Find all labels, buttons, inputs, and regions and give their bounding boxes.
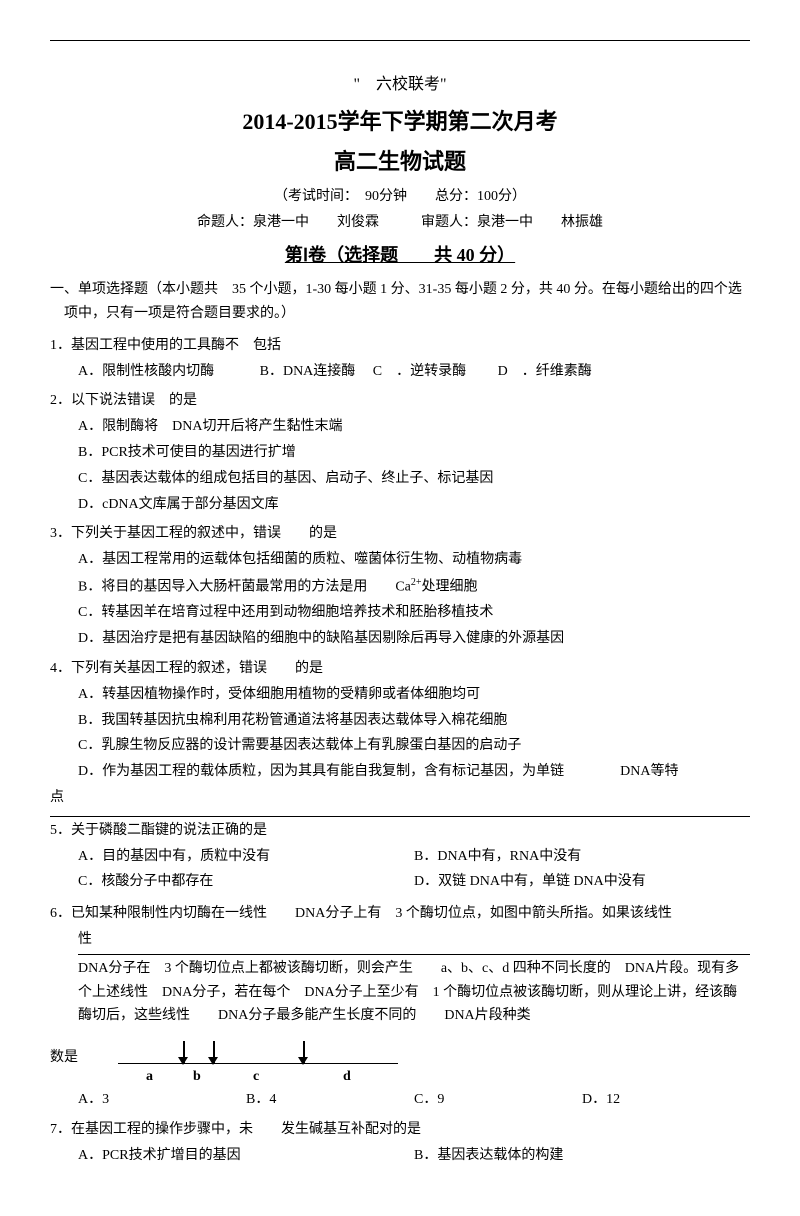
q6-opt-b: B．4 (246, 1088, 414, 1112)
q3-opt-d: D．基因治疗是把有基因缺陷的细胞中的缺陷基因剔除后再导入健康的外源基因 (78, 627, 750, 651)
q6-sub: 性 (50, 928, 750, 952)
ca-superscript: 2+ (411, 577, 422, 588)
divider-5 (50, 816, 750, 817)
q3-opt-b-post: 处理细胞 (422, 580, 478, 595)
q1-opt-c: C ．逆转录酶 (373, 364, 466, 379)
label-c: c (253, 1065, 259, 1089)
q5-text: 5．关于磷酸二酯键的说法正确的是 (50, 819, 750, 843)
q3-text: 3．下列关于基因工程的叙述中，错误 的是 (50, 522, 750, 546)
q5-opt-c: C．核酸分子中都存在 (78, 870, 414, 894)
q3-options: A．基因工程常用的运载体包括细菌的质粒、噬菌体衍生物、动植物病毒 B．将目的基因… (50, 548, 750, 651)
arrowhead-1 (178, 1057, 188, 1065)
q2-opt-b: B．PCR技术可使目的基因进行扩增 (78, 441, 750, 465)
q4-opt-d-pre: D．作为基因工程的载体质粒，因为其具有能自我复制，含有标记基因，为单链 (78, 764, 564, 779)
exam-info: （考试时间： 90分钟 总分：100分） (50, 185, 750, 209)
q1-opt-a: A．限制性核酸内切酶 (78, 364, 214, 379)
q6-opt-d: D．12 (582, 1088, 750, 1112)
q6-end: 数是 (50, 1046, 78, 1070)
q1-text: 1．基因工程中使用的工具酶不 包括 (50, 334, 750, 358)
q7-opt-a: A．PCR技术扩增目的基因 (78, 1144, 414, 1168)
label-a: a (146, 1065, 153, 1089)
q6-body: DNA分子在 3 个酶切位点上都被该酶切断，则会产生 a、b、c、d 四种不同长… (50, 957, 750, 1028)
q5-opt-a: A．目的基因中有，质粒中没有 (78, 845, 414, 869)
question-2: 2．以下说法错误 的是 A．限制酶将 DNA切开后将产生黏性末端 B．PCR技术… (50, 389, 750, 516)
q3-opt-b-pre: B．将目的基因导入大肠杆菌最常用的方法是用 (78, 580, 367, 595)
title-sub: 高二生物试题 (50, 143, 750, 180)
q4-opt-d-end: 点 (50, 786, 750, 810)
q4-opt-d: D．作为基因工程的载体质粒，因为其具有能自我复制，含有标记基因，为单链 DNA等… (78, 760, 750, 784)
exam-name: " 六校联考" (50, 71, 750, 98)
q6-opt-a: A．3 (78, 1088, 246, 1112)
q4-text: 4．下列有关基因工程的叙述，错误 的是 (50, 657, 750, 681)
label-b: b (193, 1065, 201, 1089)
authors: 命题人：泉港一中 刘俊霖 审题人：泉港一中 林振雄 (50, 211, 750, 235)
q1-options: A．限制性核酸内切酶 B．DNA连接酶 C ．逆转录酶 D ．纤维素酶 (50, 360, 750, 384)
q6-opt-c: C．9 (414, 1088, 582, 1112)
title-main: 2014-2015学年下学期第二次月考 (50, 103, 750, 140)
q4-opt-c: C．乳腺生物反应器的设计需要基因表达载体上有乳腺蛋白基因的启动子 (78, 734, 750, 758)
question-7: 7．在基因工程的操作步骤中，未 发生碱基互补配对的是 A．PCR技术扩增目的基因… (50, 1118, 750, 1170)
question-3: 3．下列关于基因工程的叙述中，错误 的是 A．基因工程常用的运载体包括细菌的质粒… (50, 522, 750, 651)
q6-diagram-row: 数是 a b c d (50, 1028, 750, 1088)
q7-options: A．PCR技术扩增目的基因 B．基因表达载体的构建 (50, 1144, 750, 1170)
q1-opt-d: D ．纤维素酶 (498, 364, 592, 379)
question-6: 6．已知某种限制性内切酶在一线性 DNA分子上有 3 个酶切位点，如图中箭头所指… (50, 902, 750, 1112)
arrowhead-3 (298, 1057, 308, 1065)
q3-opt-c: C．转基因羊在培育过程中还用到动物细胞培养技术和胚胎移植技术 (78, 601, 750, 625)
q3-opt-a: A．基因工程常用的运载体包括细菌的质粒、噬菌体衍生物、动植物病毒 (78, 548, 750, 572)
top-rule (50, 40, 750, 41)
q2-opt-c: C．基因表达载体的组成包括目的基因、启动子、终止子、标记基因 (78, 467, 750, 491)
q7-text: 7．在基因工程的操作步骤中，未 发生碱基互补配对的是 (50, 1118, 750, 1142)
label-d: d (343, 1065, 351, 1089)
q2-options: A．限制酶将 DNA切开后将产生黏性末端 B．PCR技术可使目的基因进行扩增 C… (50, 415, 750, 516)
section-title: 第Ⅰ卷（选择题 共 40 分） (50, 240, 750, 271)
arrowhead-2 (208, 1057, 218, 1065)
q5-opt-d: D．双链 DNA中有，单链 DNA中没有 (414, 870, 750, 894)
section-instruction: 一、单项选择题（本小题共 35 个小题，1-30 每小题 1 分、31-35 每… (50, 278, 750, 326)
q5-options: A．目的基因中有，质粒中没有 B．DNA中有，RNA中没有 C．核酸分子中都存在… (50, 845, 750, 897)
q7-opt-b: B．基因表达载体的构建 (414, 1144, 750, 1168)
question-1: 1．基因工程中使用的工具酶不 包括 A．限制性核酸内切酶 B．DNA连接酶 C … (50, 334, 750, 384)
q1-opt-b: B．DNA连接酶 (260, 364, 356, 379)
dna-line (118, 1063, 398, 1064)
q6-text: 6．已知某种限制性内切酶在一线性 DNA分子上有 3 个酶切位点，如图中箭头所指… (50, 902, 750, 926)
q3-opt-b: B．将目的基因导入大肠杆菌最常用的方法是用 Ca2+处理细胞 (78, 574, 750, 599)
dna-diagram: a b c d (118, 1033, 398, 1083)
q4-opt-b: B．我国转基因抗虫棉利用花粉管通道法将基因表达载体导入棉花细胞 (78, 709, 750, 733)
q4-opt-a: A．转基因植物操作时，受体细胞用植物的受精卵或者体细胞均可 (78, 683, 750, 707)
question-4: 4．下列有关基因工程的叙述，错误 的是 A．转基因植物操作时，受体细胞用植物的受… (50, 657, 750, 810)
q2-text: 2．以下说法错误 的是 (50, 389, 750, 413)
q4-opt-d-post: DNA等特 (620, 764, 678, 779)
q4-options: A．转基因植物操作时，受体细胞用植物的受精卵或者体细胞均可 B．我国转基因抗虫棉… (50, 683, 750, 784)
q2-opt-a: A．限制酶将 DNA切开后将产生黏性末端 (78, 415, 750, 439)
q2-opt-d: D．cDNA文库属于部分基因文库 (78, 493, 750, 517)
q5-opt-b: B．DNA中有，RNA中没有 (414, 845, 750, 869)
q6-options: A．3 B．4 C．9 D．12 (50, 1088, 750, 1112)
divider-6 (78, 954, 750, 955)
question-5: 5．关于磷酸二酯键的说法正确的是 A．目的基因中有，质粒中没有 B．DNA中有，… (50, 819, 750, 896)
